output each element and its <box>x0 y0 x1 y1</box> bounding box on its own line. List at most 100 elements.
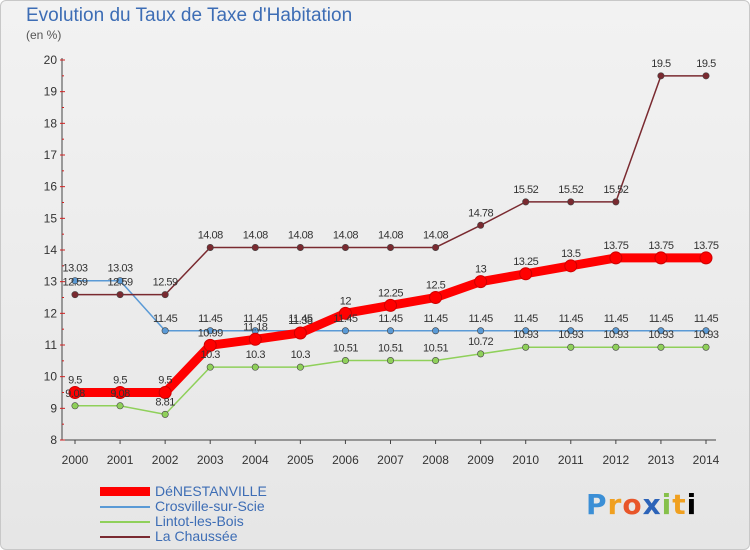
data-label: 12.25 <box>378 287 403 299</box>
series-point-1 <box>429 291 443 304</box>
data-label: 14.08 <box>423 229 448 241</box>
data-label: 14.78 <box>468 207 493 219</box>
data-label: 10.72 <box>468 336 493 348</box>
y-tick-label: 10 <box>44 370 58 384</box>
series-point-1 <box>68 386 82 399</box>
data-label: 11.38 <box>288 315 313 327</box>
data-label: 10.93 <box>603 329 628 341</box>
series-point-1 <box>203 338 217 352</box>
data-label: 10.3 <box>246 349 266 361</box>
series-point-2 <box>386 327 394 335</box>
data-label: 10.51 <box>333 343 358 355</box>
data-label: 11.45 <box>288 313 313 325</box>
series-point-3 <box>161 410 169 418</box>
data-label: 14.08 <box>333 229 358 241</box>
series-point-1 <box>158 386 172 399</box>
data-label: 12 <box>340 295 352 307</box>
series-point-2 <box>432 327 440 335</box>
series-point-2 <box>71 277 79 285</box>
series-point-1 <box>564 259 578 273</box>
proxiti-logo: Proxiti <box>586 488 697 521</box>
data-label: 11.45 <box>423 313 448 325</box>
series-point-4 <box>116 291 124 299</box>
x-tick-label: 2012 <box>603 453 630 467</box>
series-point-4 <box>702 72 710 80</box>
y-tick-label: 18 <box>44 116 58 130</box>
series-point-4 <box>206 243 214 251</box>
x-tick-label: 2007 <box>377 453 404 467</box>
data-label: 12.5 <box>426 280 446 292</box>
x-tick-label: 2003 <box>197 453 224 467</box>
data-label: 13.75 <box>648 240 673 252</box>
series-point-2 <box>522 327 530 335</box>
data-label: 12.59 <box>62 277 87 289</box>
series-point-4 <box>657 72 665 80</box>
series-point-4 <box>567 198 575 206</box>
logo-letter: t <box>672 488 687 521</box>
x-tick-label: 2013 <box>648 453 675 467</box>
logo-letter: P <box>586 488 608 521</box>
data-label: 10.3 <box>201 349 221 361</box>
data-label: 12.59 <box>108 277 133 289</box>
logo-letter: i <box>686 488 698 521</box>
legend-swatch <box>100 487 150 496</box>
series-point-1 <box>293 326 307 340</box>
data-label: 11.45 <box>243 313 268 325</box>
y-tick-label: 14 <box>44 243 58 257</box>
series-point-4 <box>341 243 349 251</box>
data-label: 15.52 <box>603 184 628 196</box>
data-label: 10.93 <box>513 329 538 341</box>
series-point-1 <box>384 298 397 312</box>
series-point-1 <box>699 251 713 265</box>
series-point-3 <box>251 363 259 371</box>
y-tick-label: 12 <box>44 306 58 320</box>
data-label: 9.5 <box>113 375 127 387</box>
x-tick-label: 2011 <box>558 453 584 467</box>
series-point-4 <box>432 243 440 251</box>
series-point-1 <box>519 267 533 281</box>
series-point-4 <box>477 221 485 229</box>
data-label: 11.45 <box>469 313 494 325</box>
series-point-4 <box>161 291 169 299</box>
series-point-3 <box>296 363 304 371</box>
data-label: 11.45 <box>559 313 584 325</box>
legend-label: Lintot-les-Bois <box>155 513 244 529</box>
series-point-4 <box>71 291 79 299</box>
x-tick-label: 2014 <box>693 453 720 467</box>
data-label: 15.52 <box>513 184 538 196</box>
x-tick-label: 2010 <box>512 453 539 467</box>
chart-subtitle: (en %) <box>26 28 62 42</box>
data-label: 11.18 <box>243 321 268 333</box>
y-tick-label: 15 <box>44 211 58 225</box>
series-point-2 <box>567 327 575 335</box>
y-tick-label: 13 <box>44 275 58 289</box>
data-label: 11.45 <box>378 313 403 325</box>
series-point-3 <box>702 343 710 351</box>
data-label: 13.03 <box>108 263 133 275</box>
series-point-4 <box>296 243 304 251</box>
data-label: 14.08 <box>198 229 223 241</box>
series-point-4 <box>522 198 530 206</box>
line-chart: 8 9 10 11 12 13 14 15 16 17 18 19 20 2000 2001 2002 2003… <box>44 53 720 467</box>
data-label: 10.3 <box>291 349 311 361</box>
data-label: 13.5 <box>561 248 581 260</box>
data-label: 19.5 <box>696 58 716 70</box>
series-point-2 <box>477 327 485 335</box>
data-label: 13.75 <box>603 240 628 252</box>
data-label: 19.5 <box>651 58 671 70</box>
data-label: 11.45 <box>198 313 223 325</box>
legend-label: Crosville-sur-Scie <box>155 498 265 514</box>
data-label: 9.5 <box>68 375 82 387</box>
series-point-3 <box>657 343 665 351</box>
series-point-3 <box>71 402 79 410</box>
data-label: 11.45 <box>333 313 358 325</box>
data-label: 11.45 <box>153 313 178 325</box>
data-label: 14.08 <box>288 229 313 241</box>
legend-swatch <box>100 521 150 523</box>
series-point-4 <box>612 198 620 206</box>
data-label: 14.08 <box>243 229 268 241</box>
y-tick-label: 11 <box>45 338 58 352</box>
y-tick-label: 9 <box>50 401 57 415</box>
legend-swatch <box>100 506 150 508</box>
